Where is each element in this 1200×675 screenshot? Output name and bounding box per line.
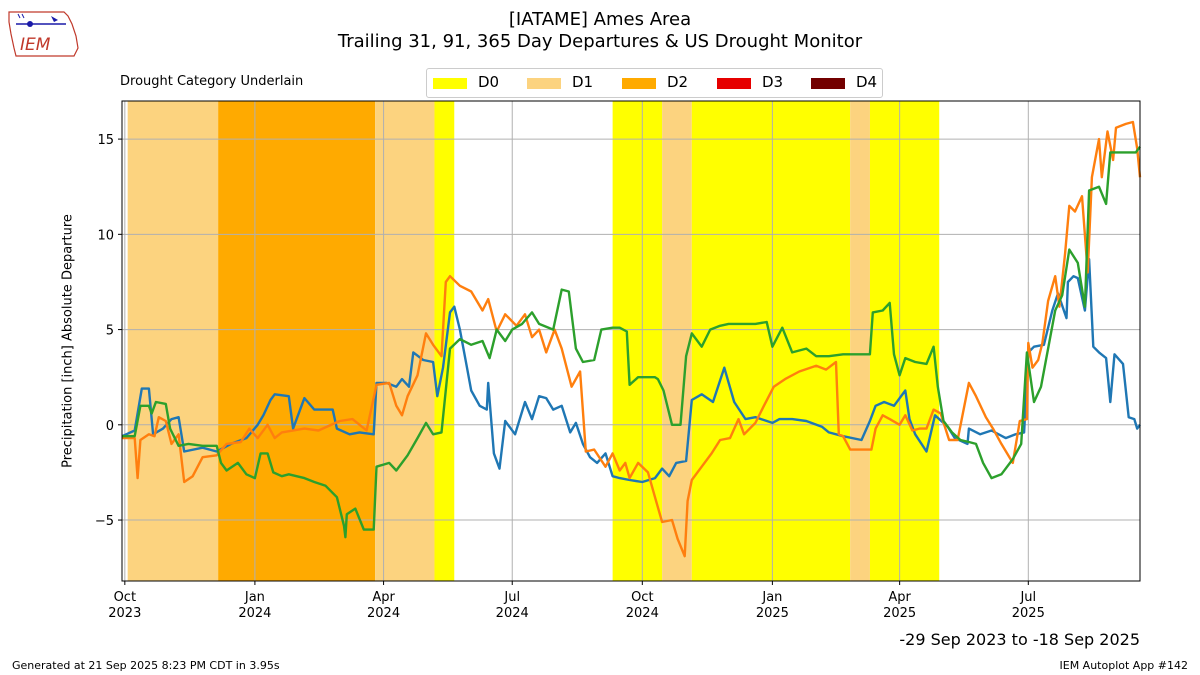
date-range-label: -29 Sep 2023 to -18 Sep 2025 [899, 630, 1140, 649]
chart-title: [IATAME] Ames Area [508, 9, 692, 30]
y-tick-label: 0 [106, 419, 114, 434]
y-ticks: −5 0 5 10 15 [95, 133, 122, 529]
app-footer: IEM Autoplot App #142 [1059, 659, 1189, 672]
x-tick-label-year: 2024 [367, 606, 400, 621]
legend-swatch-d0 [433, 78, 467, 89]
x-ticks: Oct2023Jan2024Apr2024Jul2024Oct2024Jan20… [108, 581, 1045, 621]
x-tick-label-year: 2024 [238, 606, 271, 621]
x-tick-label-year: 2024 [626, 606, 659, 621]
legend-label-d2: D2 [667, 73, 689, 91]
x-tick-label-month: Jul [1019, 590, 1036, 605]
x-tick-label-month: Jan [244, 590, 265, 605]
drought-band-d0 [612, 101, 663, 581]
legend-label-d3: D3 [762, 73, 784, 91]
series-lines [121, 120, 1142, 558]
iem-logo: IEM [6, 4, 82, 60]
x-tick-label-month: Jul [503, 590, 520, 605]
drought-band-d0 [869, 101, 940, 581]
drought-underlain-label: Drought Category Underlain [120, 74, 304, 89]
series-line-2 [122, 120, 1142, 558]
legend: D0 D1 D2 D3 D4 [426, 68, 883, 98]
drought-band-d0 [434, 101, 455, 581]
generated-footer: Generated at 21 Sep 2025 8:23 PM CDT in … [12, 659, 280, 672]
y-tick-label: 5 [106, 324, 114, 339]
chart-subtitle: Trailing 31, 91, 365 Day Departures & US… [337, 31, 863, 52]
drought-band-d1 [850, 101, 870, 581]
x-tick-label-month: Apr [372, 590, 395, 605]
x-tick-label-month: Oct [114, 590, 136, 605]
drought-bands [127, 101, 940, 581]
legend-swatch-d2 [622, 78, 656, 89]
drought-band-d1 [127, 101, 219, 581]
x-tick-label-year: 2025 [883, 606, 916, 621]
legend-label-d1: D1 [572, 73, 594, 91]
legend-swatch-d4 [811, 78, 845, 89]
logo-text: IEM [20, 35, 51, 55]
x-tick-label-year: 2024 [496, 606, 529, 621]
x-tick-label-year: 2023 [108, 606, 141, 621]
legend-swatch-d1 [527, 78, 561, 89]
drought-band-d2 [218, 101, 376, 581]
x-tick-label-year: 2025 [756, 606, 789, 621]
legend-label-d4: D4 [856, 73, 878, 91]
y-tick-label: 15 [97, 133, 114, 148]
x-tick-label-year: 2025 [1012, 606, 1045, 621]
x-tick-label-month: Apr [888, 590, 911, 605]
legend-swatch-d3 [717, 78, 751, 89]
x-tick-label-month: Oct [631, 590, 653, 605]
y-tick-label: −5 [95, 514, 114, 529]
x-tick-label-month: Jan [761, 590, 782, 605]
legend-label-d0: D0 [478, 73, 500, 91]
plot-frame [121, 100, 1141, 582]
y-tick-label: 10 [97, 228, 114, 243]
series-line-3 [122, 145, 1141, 539]
